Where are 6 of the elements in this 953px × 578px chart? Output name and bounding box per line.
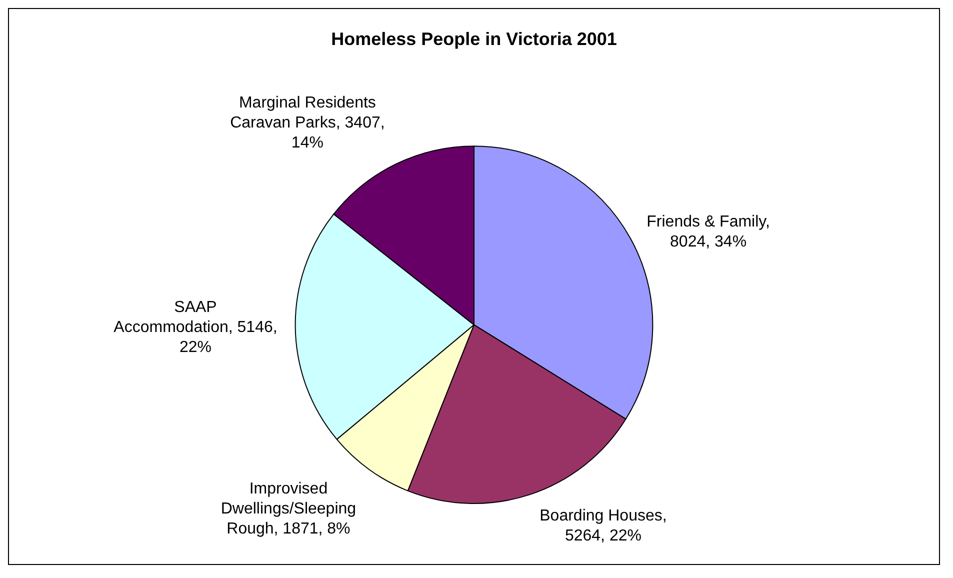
slice-label: SAAP Accommodation, 5146, 22%: [114, 298, 278, 356]
slice-label: Improvised Dwellings/Sleeping Rough, 1871, 8%: [220, 480, 356, 538]
slice-label: Marginal Residents Caravan Parks, 3407, 14%: [230, 94, 385, 152]
slice-label: Friends & Family, 8024, 34%: [646, 213, 770, 250]
chart-title: Homeless People in Victoria 2001: [331, 28, 617, 49]
slice-label: Boarding Houses, 5264, 22%: [540, 507, 667, 544]
